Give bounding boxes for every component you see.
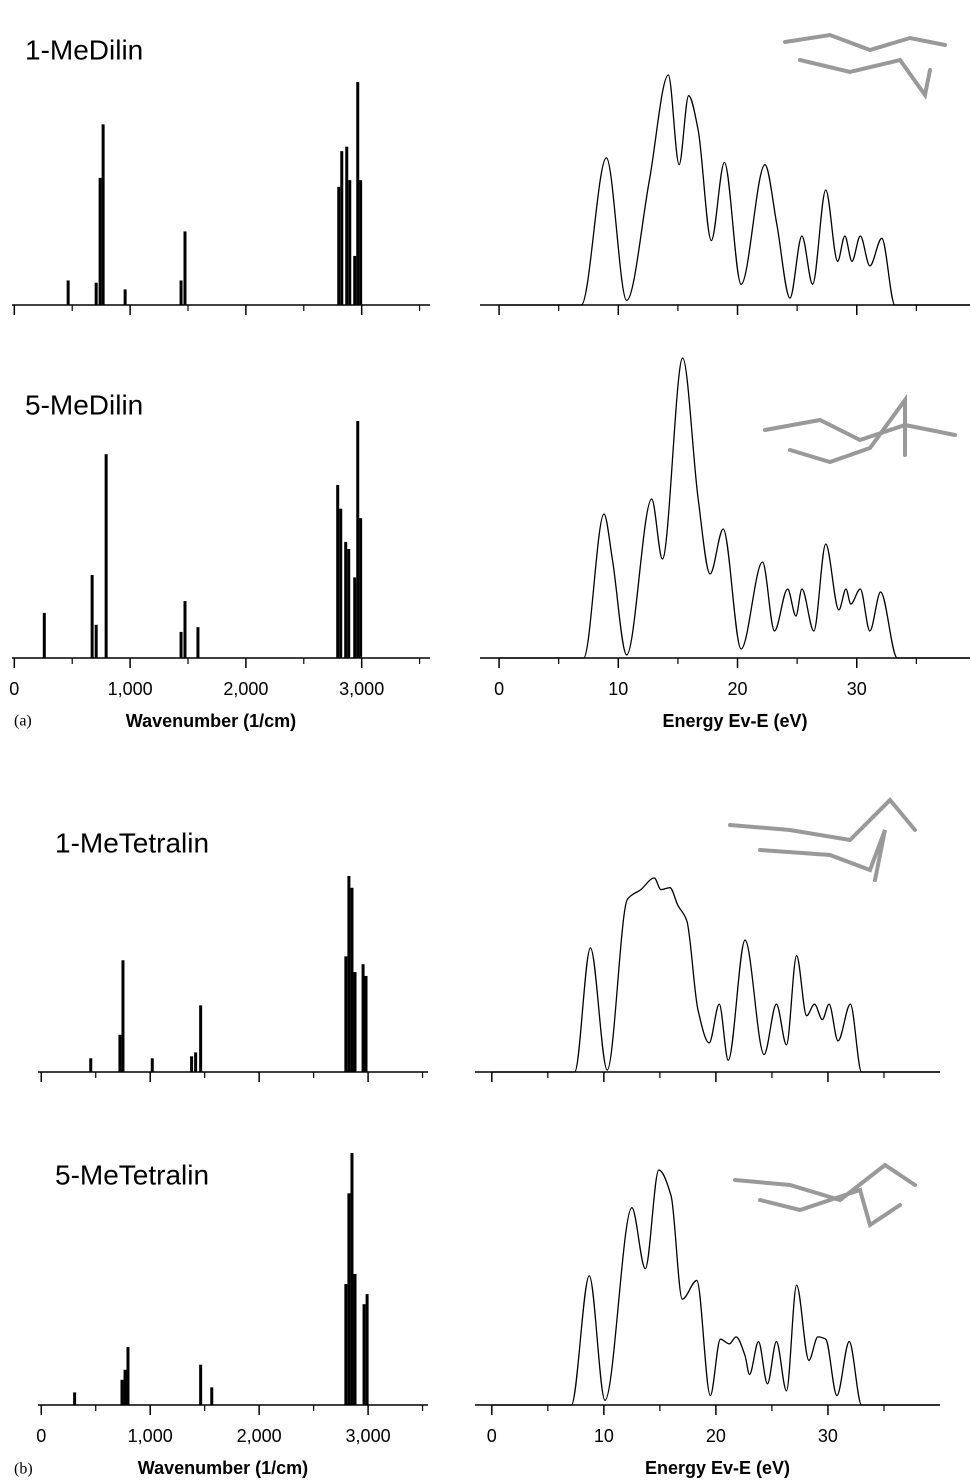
x-tick-label: 20 bbox=[728, 679, 748, 699]
stick bbox=[337, 187, 340, 305]
stick bbox=[118, 1035, 121, 1072]
panel-label: (b) bbox=[14, 1461, 33, 1478]
stick bbox=[339, 509, 342, 658]
stick bbox=[67, 280, 70, 305]
stick bbox=[350, 888, 353, 1072]
molecule-sketches bbox=[730, 35, 955, 1225]
stick bbox=[180, 280, 183, 305]
stick bbox=[151, 1058, 154, 1072]
x-tick-label: 10 bbox=[608, 679, 628, 699]
spectrum-line bbox=[499, 75, 970, 305]
stick bbox=[190, 1056, 193, 1072]
x-tick-label: 10 bbox=[594, 1426, 614, 1446]
panel-title: 5-MeDilin bbox=[25, 389, 143, 420]
stick bbox=[356, 82, 359, 305]
molecule-sketch bbox=[730, 800, 915, 840]
molecule-sketch bbox=[785, 35, 945, 50]
stick bbox=[347, 876, 350, 1072]
stick bbox=[180, 632, 183, 658]
x-tick-label: 20 bbox=[706, 1426, 726, 1446]
stick bbox=[95, 283, 98, 305]
spectrum-line bbox=[492, 1170, 940, 1405]
stick bbox=[121, 960, 124, 1072]
x-tick-label: 0 bbox=[494, 679, 504, 699]
stick bbox=[73, 1392, 76, 1405]
stick bbox=[356, 421, 359, 658]
stick bbox=[89, 1058, 92, 1072]
x-tick-label: 3,000 bbox=[339, 679, 384, 699]
x-axis-title: Energy Ev-E (eV) bbox=[645, 1458, 790, 1478]
stick bbox=[365, 976, 368, 1072]
stick bbox=[344, 542, 347, 658]
figure: (a) (b) 1-MeDilin 5-MeDilin 0 1,000 2,000 3,0… bbox=[0, 0, 971, 1482]
stick bbox=[353, 256, 356, 305]
stick bbox=[124, 289, 127, 305]
x-tick-label: 0 bbox=[487, 1426, 497, 1446]
stick bbox=[359, 518, 362, 658]
stick bbox=[199, 1005, 202, 1072]
molecule-sketch bbox=[735, 1165, 915, 1200]
stick bbox=[348, 180, 351, 305]
stick bbox=[345, 147, 348, 305]
x-axis-title: Energy Ev-E (eV) bbox=[662, 711, 807, 731]
panel-title: 1-MeDilin bbox=[25, 34, 143, 65]
molecule-sketch bbox=[765, 420, 955, 440]
stick bbox=[183, 601, 186, 658]
stick bbox=[99, 178, 102, 305]
molecule-sketch bbox=[760, 830, 885, 880]
stick bbox=[347, 549, 350, 658]
stick bbox=[359, 180, 362, 305]
stick bbox=[105, 454, 108, 658]
stick bbox=[124, 1370, 127, 1405]
stick bbox=[120, 1380, 123, 1405]
stick bbox=[102, 124, 105, 305]
x-axis-title: Wavenumber (1/cm) bbox=[126, 711, 296, 731]
stick bbox=[199, 1365, 202, 1405]
stick bbox=[336, 485, 339, 658]
stick bbox=[126, 1347, 129, 1405]
panel-title: 5-MeTetralin bbox=[55, 1159, 209, 1190]
spectrum-line bbox=[492, 878, 940, 1072]
x-tick-label: 0 bbox=[36, 1426, 46, 1446]
x-axis-title: Wavenumber (1/cm) bbox=[138, 1458, 308, 1478]
molecule-sketch bbox=[800, 60, 930, 95]
stick bbox=[340, 151, 343, 305]
stick bbox=[354, 1274, 357, 1405]
spectrum-line bbox=[499, 358, 970, 658]
stick bbox=[183, 231, 186, 305]
stick bbox=[344, 1284, 347, 1405]
x-tick-label: 2,000 bbox=[223, 679, 268, 699]
stick bbox=[366, 1294, 369, 1405]
x-tick-label: 1,000 bbox=[128, 1426, 173, 1446]
x-tick-label: 1,000 bbox=[108, 679, 153, 699]
stick bbox=[344, 956, 347, 1072]
stick bbox=[362, 964, 365, 1072]
stick bbox=[43, 613, 46, 658]
stick bbox=[91, 575, 94, 658]
x-tick-label: 3,000 bbox=[346, 1426, 391, 1446]
x-tick-label: 2,000 bbox=[237, 1426, 282, 1446]
page: {"figure_labels": ["(a)", "(b)"], "chart… bbox=[0, 0, 971, 1482]
stick bbox=[353, 577, 356, 658]
x-tick-label: 30 bbox=[847, 679, 867, 699]
panel-title: 1-MeTetralin bbox=[55, 827, 209, 858]
stick bbox=[210, 1387, 213, 1405]
stick bbox=[354, 972, 357, 1072]
stick bbox=[194, 1052, 197, 1072]
x-tick-label: 30 bbox=[818, 1426, 838, 1446]
stick bbox=[347, 1193, 350, 1405]
panel-label: (a) bbox=[14, 713, 32, 730]
stick bbox=[350, 1153, 353, 1405]
x-tick-label: 0 bbox=[9, 679, 19, 699]
stick bbox=[196, 627, 199, 658]
stick bbox=[363, 1304, 366, 1405]
stick bbox=[95, 625, 98, 658]
